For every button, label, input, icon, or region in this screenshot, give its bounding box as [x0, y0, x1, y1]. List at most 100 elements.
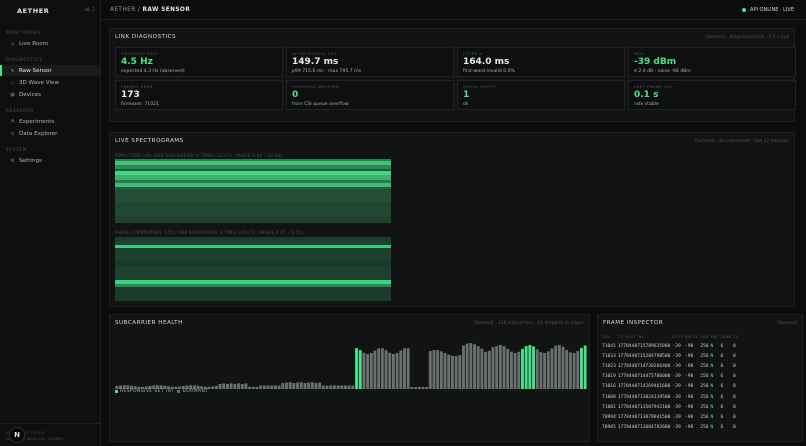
- spectrogram-band: [115, 272, 391, 280]
- dormant-subcarrier-bar: [344, 385, 347, 389]
- database-icon: ≡: [10, 130, 15, 137]
- table-cell: 70985: [602, 425, 616, 431]
- metric-card: INTER-ARRIVAL P50 149.7 ms p99 715.6 ms · …: [286, 47, 454, 77]
- dormant-subcarrier-bar: [572, 352, 576, 389]
- dormant-subcarrier-bar: [226, 384, 229, 389]
- column-header[interactable]: FWI: [710, 334, 719, 339]
- table-cell: 256: [700, 353, 709, 359]
- dormant-subcarrier-bar: [410, 387, 414, 389]
- sidebar-item-experiments[interactable]: ⚗ Experiments: [0, 116, 100, 127]
- sidebar-item-raw-sensor[interactable]: ∿ Raw Sensor: [0, 65, 100, 76]
- dormant-subcarrier-bar: [447, 354, 451, 389]
- table-row[interactable]: 71008 1778440713824319500 -39 -98 256 N 6 0: [602, 392, 740, 402]
- sidebar-item-label: Raw Sensor: [19, 67, 52, 74]
- metric-label: INTER-ARRIVAL P50: [292, 51, 337, 56]
- phase-spectrogram[interactable]: [115, 237, 391, 301]
- spectrogram-band: [115, 171, 391, 175]
- panel-title: LINK DIAGNOSTICS: [115, 34, 177, 40]
- table-cell: 0: [733, 363, 736, 369]
- spectrogram-band: [115, 175, 391, 180]
- table-cell: -39: [672, 343, 681, 349]
- dormant-subcarrier-bar: [192, 385, 196, 389]
- table-cell: 0: [733, 374, 736, 380]
- dormant-subcarrier-bar: [310, 382, 314, 389]
- sidebar-item-3d-wave-view[interactable]: ◇ 3D Wave View: [0, 77, 100, 88]
- table-cell: 1778440715284798500: [617, 353, 671, 359]
- dormant-subcarrier-bar: [115, 386, 119, 389]
- dormant-subcarrier-bar: [436, 350, 440, 389]
- footer-line-2: NOT FOR MEDICAL CLAIMS: [6, 436, 64, 441]
- dormant-subcarrier-bar: [513, 353, 517, 389]
- table-row[interactable]: 71001 1778440713507942100 -39 -98 256 N 6 0: [602, 402, 740, 412]
- table-cell: 1778440714475706000: [617, 374, 671, 380]
- table-cell: -98: [684, 414, 694, 420]
- dormant-subcarrier-bar: [473, 344, 476, 389]
- table-row[interactable]: 71033 1778440715284798500 -39 -98 256 N 6 0: [602, 351, 740, 361]
- spectrogram-band: [115, 287, 391, 294]
- table-cell: -39: [672, 384, 681, 390]
- section-label-system: SYSTEM: [6, 147, 27, 152]
- dormant-subcarrier-bar: [273, 385, 277, 389]
- dormant-subcarrier-bar: [218, 384, 222, 389]
- column-header[interactable]: CHAN: [720, 334, 732, 339]
- spectrogram-band: [115, 284, 391, 287]
- table-cell: 0: [733, 404, 736, 410]
- amplitude-spectrogram[interactable]: [115, 159, 391, 223]
- chip-icon: ▣: [10, 91, 15, 98]
- table-row[interactable]: 70985 1778440712684782600 -39 -98 256 N 6 0: [602, 423, 740, 433]
- spectrogram-band: [115, 254, 391, 260]
- sidebar-item-live-room[interactable]: ⌂ Live Room: [0, 38, 100, 49]
- table-row[interactable]: 71023 1778440714730266400 -39 -98 256 N 6 0: [602, 361, 740, 371]
- column-header[interactable]: TS_HOST_NS: [617, 334, 645, 339]
- column-header[interactable]: SEQ: [602, 334, 610, 339]
- sidebar-item-settings[interactable]: ⚙ Settings: [0, 155, 100, 166]
- table-row[interactable]: 71019 1778440714475706000 -39 -98 256 N 6 0: [602, 372, 740, 382]
- column-header[interactable]: NOISE: [684, 334, 699, 339]
- table-cell: 71001: [602, 404, 616, 410]
- table-cell: 0: [733, 384, 736, 390]
- spectrogram-band: [115, 165, 391, 169]
- dormant-subcarrier-bar: [462, 345, 465, 389]
- dormant-subcarrier-bar: [155, 385, 159, 389]
- table-cell: 256: [700, 343, 709, 349]
- spectrogram-band: [115, 195, 391, 202]
- dormant-subcarrier-bar: [443, 352, 447, 389]
- dormant-subcarrier-bar: [458, 355, 462, 389]
- dormant-subcarrier-bar: [288, 382, 292, 389]
- table-cell: 6: [720, 404, 724, 410]
- table-cell: -98: [684, 404, 694, 410]
- dormant-subcarrier-bar: [469, 343, 473, 389]
- version-label: v0.2: [84, 8, 95, 13]
- sidebar-item-data-explorer[interactable]: ≡ Data Explorer: [0, 128, 100, 139]
- table-row[interactable]: 71041 1778440715789635800 -39 -98 256 N 6 0: [602, 341, 740, 351]
- dormant-subcarrier-bar: [152, 385, 156, 389]
- dormant-subcarrier-bar: [266, 385, 270, 389]
- dormant-subcarrier-bar: [568, 352, 572, 389]
- table-cell: 6: [720, 363, 724, 369]
- table-cell: 1778440714269461600: [617, 384, 671, 390]
- waveform-icon: ∿: [10, 67, 15, 74]
- table-cell: 6: [720, 384, 724, 390]
- dormant-subcarrier-bar: [207, 386, 211, 389]
- section-label-monitoring: MONITORING: [6, 30, 41, 35]
- avatar[interactable]: N: [9, 427, 25, 443]
- dormant-subcarrier-bar: [214, 385, 218, 389]
- metric-value: 0: [292, 90, 299, 100]
- table-cell: -39: [672, 425, 681, 431]
- dormant-subcarrier-bar: [299, 382, 303, 389]
- dormant-subcarrier-bar: [432, 350, 436, 389]
- column-header[interactable]: RSSI: [672, 334, 683, 339]
- column-header[interactable]: LEN: [700, 334, 709, 339]
- dormant-subcarrier-bar: [425, 387, 429, 389]
- sidebar-item-devices[interactable]: ▣ Devices: [0, 89, 100, 100]
- table-row[interactable]: 71016 1778440714269461600 -39 -98 256 N 6 0: [602, 382, 740, 392]
- table-row[interactable]: 70994 1778440713079841500 -39 -98 256 N 6 0: [602, 412, 740, 422]
- spectrogram-band: [115, 280, 391, 284]
- spectrogram-band: [115, 294, 391, 301]
- dormant-subcarrier-bar: [174, 386, 178, 389]
- sidebar-item-label: 3D Wave View: [19, 79, 60, 86]
- panel-note: [Sensed]: [777, 321, 797, 326]
- breadcrumb-root[interactable]: AETHER /: [110, 7, 141, 13]
- spectrogram-band: [115, 159, 391, 161]
- column-header[interactable]: CS: [733, 334, 739, 339]
